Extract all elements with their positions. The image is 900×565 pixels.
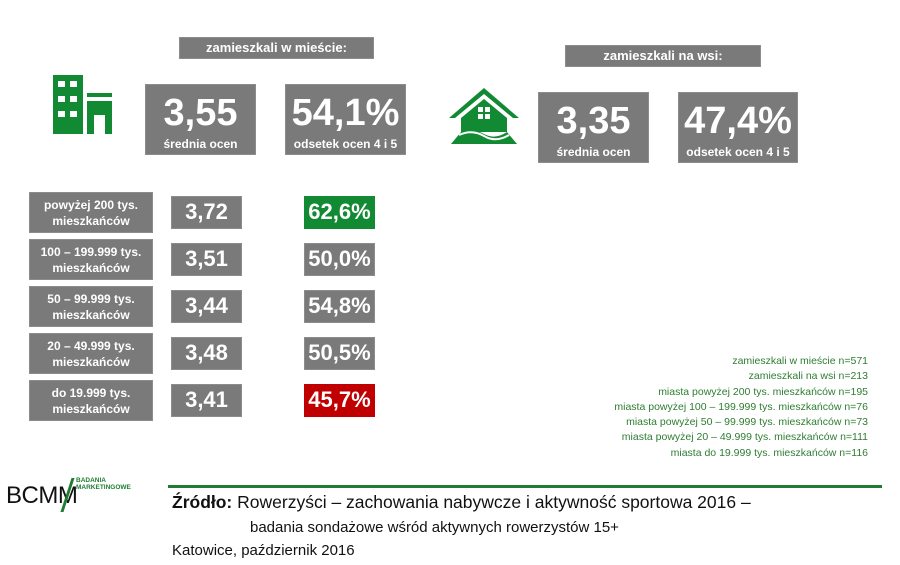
row-mean: 3,48 [171, 337, 242, 370]
village-header: zamieszkali na wsi: [565, 45, 761, 67]
row-mean: 3,72 [171, 196, 242, 229]
row-share: 50,5% [304, 337, 375, 370]
note: zamieszkali w mieście n=571 [732, 355, 868, 367]
row-label-line2: mieszkańców [52, 308, 130, 322]
row-label-line1: do 19.999 tys. [51, 386, 131, 400]
city-share-value: 54,1% [291, 92, 400, 134]
place-date: Katowice, październik 2016 [172, 542, 355, 559]
row-label-line1: 20 – 49.999 tys. [47, 339, 135, 353]
village-mean-label: średnia ocen [556, 145, 631, 159]
note: miasta powyżej 100 – 199.999 tys. mieszk… [614, 400, 868, 413]
source-label: Źródło: [172, 492, 233, 512]
logo-sub-line1: BADANIA [76, 477, 106, 484]
row-label-line2: mieszkańców [52, 214, 130, 228]
row-share: 62,6% [304, 196, 375, 229]
village-share-value: 47,4% [684, 100, 792, 142]
row-label: 20 – 49.999 tys. mieszkańców [29, 333, 153, 374]
note: miasta powyżej 20 – 49.999 tys. mieszkań… [621, 431, 868, 444]
row-label-line1: powyżej 200 tys. [43, 198, 139, 212]
row-label: 50 – 99.999 tys. mieszkańców [29, 286, 153, 327]
row-label-line1: 50 – 99.999 tys. [47, 292, 135, 306]
village-share-card: 47,4% odsetek ocen 4 i 5 [678, 92, 798, 163]
village-share-label: odsetek ocen 4 i 5 [686, 145, 790, 159]
row-mean: 3,51 [171, 243, 242, 276]
row-label-line1: 100 – 199.999 tys. [40, 245, 142, 259]
row-label-line2: mieszkańców [52, 261, 130, 275]
city-mean-value: 3,55 [163, 92, 238, 134]
village-mean-card: 3,35 średnia ocen [538, 92, 649, 163]
row-label: powyżej 200 tys. mieszkańców [29, 192, 153, 233]
row-label: do 19.999 tys. mieszkańców [29, 380, 153, 421]
village-mean-value: 3,35 [556, 100, 631, 142]
note: miasta do 19.999 tys. mieszkańców n=116 [670, 446, 868, 459]
sample-size-notes: zamieszkali w mieście n=571 zamieszkali … [614, 354, 868, 461]
note: miasta powyżej 50 – 99.999 tys. mieszkań… [626, 416, 868, 429]
row-label-line2: mieszkańców [52, 355, 130, 369]
row-share: 54,8% [304, 290, 375, 323]
row-share: 50,0% [304, 243, 375, 276]
city-share-card: 54,1% odsetek ocen 4 i 5 [285, 84, 406, 155]
row-mean: 3,44 [171, 290, 242, 323]
city-mean-card: 3,55 średnia ocen [145, 84, 256, 155]
city-header: zamieszkali w mieście: [179, 37, 374, 59]
source-text: Rowerzyści – zachowania nabywcze i aktyw… [232, 492, 751, 512]
row-mean: 3,41 [171, 384, 242, 417]
city-share-label: odsetek ocen 4 i 5 [293, 137, 398, 151]
row-label-line2: mieszkańców [52, 402, 130, 416]
row-share: 45,7% [304, 384, 375, 417]
footer-divider [168, 485, 882, 488]
city-buildings-icon [53, 75, 112, 134]
logo-subtitle: BADANIA MARKETINGOWE [76, 477, 131, 491]
source-line: Źródło: Rowerzyści – zachowania nabywcze… [172, 492, 751, 513]
source-line-2: badania sondażowe wśród aktywnych rowerz… [250, 519, 619, 536]
note: miasta powyżej 200 tys. mieszkańców n=19… [658, 385, 868, 398]
city-mean-label: średnia ocen [163, 137, 238, 151]
note: zamieszkali na wsi n=213 [748, 370, 868, 383]
row-label: 100 – 199.999 tys. mieszkańców [29, 239, 153, 280]
logo-sub-line2: MARKETINGOWE [76, 484, 131, 491]
village-house-icon [449, 88, 519, 144]
